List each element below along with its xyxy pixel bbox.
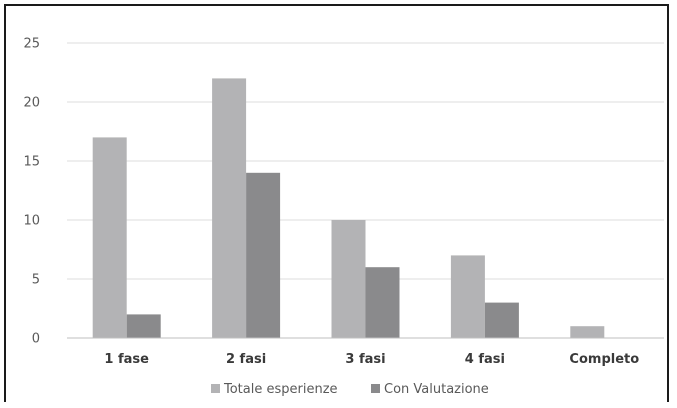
x-tick-label: 3 fasi (345, 352, 385, 367)
x-tick-label: 2 fasi (226, 352, 266, 367)
y-tick-label: 0 (32, 332, 40, 347)
y-tick-label: 20 (23, 96, 40, 111)
bar-totale (570, 326, 605, 338)
bar-valutazione (246, 172, 281, 338)
y-tick-label: 5 (32, 273, 40, 288)
bar-totale (92, 137, 127, 338)
x-tick-label: 1 fase (104, 352, 149, 367)
y-tick-label: 25 (23, 37, 40, 52)
chart-frame: 0 5 10 15 20 25 1 fase 2 fasi 3 fasi 4 fasi Compl… (4, 4, 669, 402)
bar-valutazione (484, 302, 519, 338)
legend-label: Con Valutazione (384, 382, 489, 397)
y-tick-label: 15 (23, 155, 40, 170)
y-tick-label: 10 (23, 214, 40, 229)
legend-label: Totale esperienze (223, 382, 338, 397)
legend-swatch (211, 384, 220, 393)
legend-swatch (371, 384, 380, 393)
gridlines (67, 42, 664, 280)
bar-totale (450, 255, 485, 338)
legend: Totale esperienze Con Valutazione (211, 382, 489, 397)
bar-valutazione (126, 314, 161, 338)
x-axis-ticks: 1 fase 2 fasi 3 fasi 4 fasi Completo (104, 352, 639, 367)
x-tick-label: 4 fasi (465, 352, 505, 367)
bar-totale (212, 78, 247, 339)
bar-valutazione (365, 267, 400, 338)
bars (92, 78, 605, 339)
bar-totale (331, 220, 366, 338)
bar-chart: 0 5 10 15 20 25 1 fase 2 fasi 3 fasi 4 fasi Compl… (23, 37, 664, 397)
x-tick-label: Completo (569, 352, 639, 367)
y-axis-ticks: 0 5 10 15 20 25 (23, 37, 40, 347)
